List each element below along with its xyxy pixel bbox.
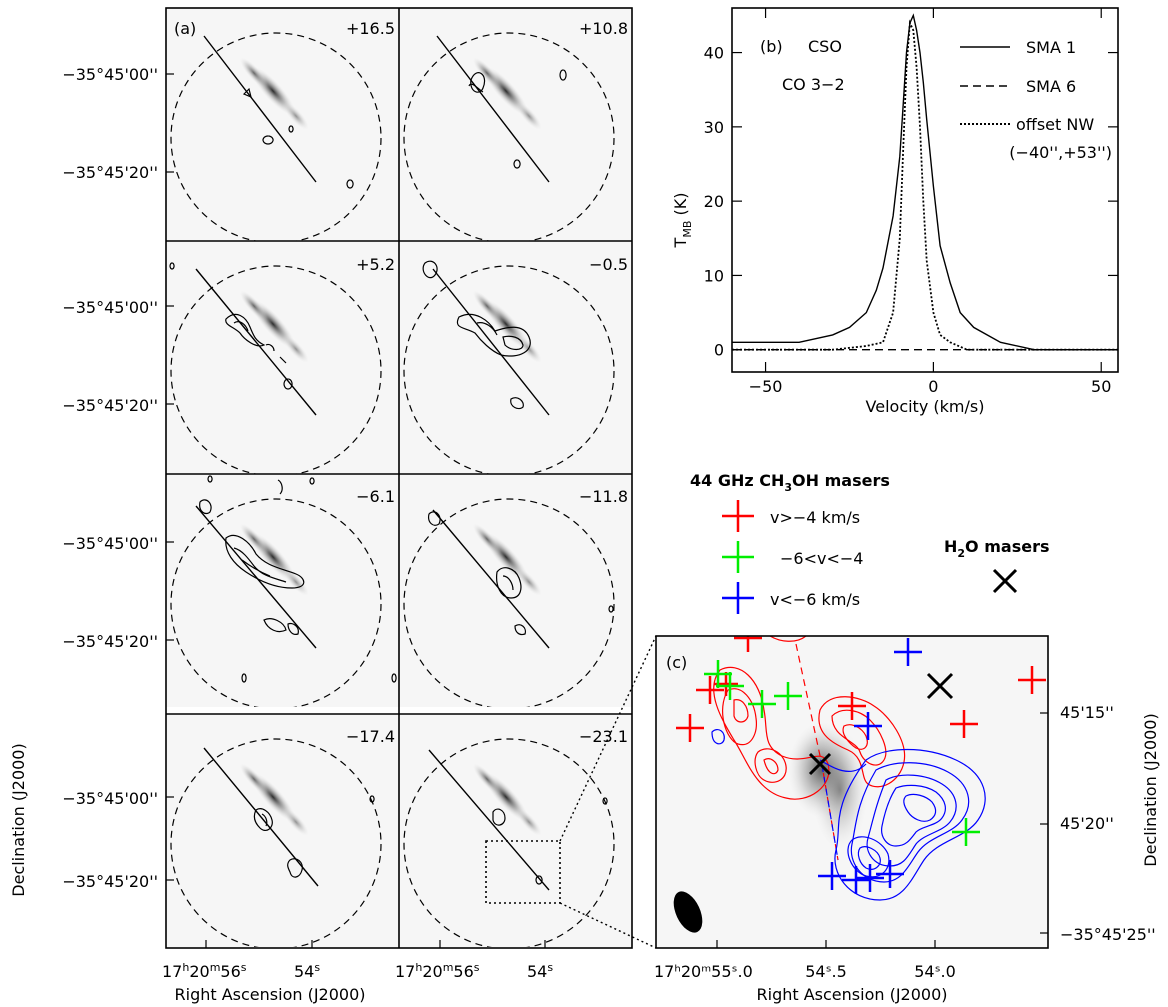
spectrum-series-3 xyxy=(732,19,1118,351)
line-label: CO 3−2 xyxy=(782,75,845,94)
spectrum-y-tick-label: 30 xyxy=(704,118,724,137)
ra-tick: 54s xyxy=(527,961,553,981)
channel-velocity-5: −6.1 xyxy=(356,487,395,506)
panel-a-ylabel: Declination (J2000) xyxy=(9,743,28,896)
telescope-label: CSO xyxy=(808,37,842,56)
spectrum-y-tick-label: 0 xyxy=(714,341,724,360)
red-contours xyxy=(713,636,906,800)
dec-tick: −35°45'20'' xyxy=(62,163,158,182)
spectrum-tick-marks xyxy=(732,8,1118,372)
h2o-x-icon xyxy=(992,568,1018,594)
panel-c-dec-ticks: 45'15'' 45'20'' −35°45'25'' xyxy=(1060,703,1156,944)
spectrum-xlabel: Velocity (km/s) xyxy=(866,397,985,416)
channel-velocity-4: −0.5 xyxy=(589,255,628,274)
spectrum-y-tick-label: 10 xyxy=(704,266,724,285)
channel-velocity-8: −23.1 xyxy=(579,727,628,746)
spectrum-x-tick-label: −50 xyxy=(749,377,783,396)
blue-maser-icons xyxy=(818,638,922,894)
legend-sma1: SMA 1 xyxy=(1026,38,1076,57)
dec-tick: −35°45'20'' xyxy=(62,396,158,415)
channel-velocity-3: +5.2 xyxy=(356,255,395,274)
channel-velocity-2: +10.8 xyxy=(579,19,628,38)
ra-tick: 17h20m56s xyxy=(162,961,247,981)
ra-tick: 17h20m56s xyxy=(395,961,480,981)
maser-legend: 44 GHz CH3OH masers v>−4 km/s −6<v<−4 v<… xyxy=(690,471,1049,614)
h2o-maser-icons xyxy=(808,672,954,776)
dec-tick: −35°45'25'' xyxy=(1060,925,1156,944)
dec-tick: −35°45'00'' xyxy=(62,65,158,84)
maser-legend-title: 44 GHz CH3OH masers xyxy=(690,471,890,494)
panel-c-frame xyxy=(655,635,1049,949)
panel-c-xlabel: Right Ascension (J2000) xyxy=(757,985,948,1004)
legend-offset: offset NW xyxy=(1016,115,1094,134)
green-cross-icon xyxy=(722,541,754,573)
spectrum-y-tick-label: 20 xyxy=(704,192,724,211)
panel-a-ticks xyxy=(166,73,546,948)
panel-b: (b) CSO CO 3−2 SMA 1 SMA 6 offset NW (−4… xyxy=(671,7,1119,416)
panel-c: (c) 45'15'' 45'20'' −35°45'25'' 17ʰ20ᵐ55… xyxy=(559,635,1160,1004)
channel-velocity-7: −17.4 xyxy=(346,727,395,746)
ra-tick: 54ˢ.5 xyxy=(805,962,847,981)
channel-map-3 xyxy=(166,241,399,474)
green-maser-icons xyxy=(704,660,980,846)
channel-map-4 xyxy=(399,241,632,474)
legend-sma6: SMA 6 xyxy=(1026,77,1076,96)
panel-a: (a) +16.5 +10.8 +5.2 −0.5 −6.1 −11.8 −17… xyxy=(9,7,633,1004)
blue-contours xyxy=(711,728,986,901)
channel-map-1 xyxy=(166,8,399,241)
red-maser-icons xyxy=(676,636,1046,742)
panel-c-ylabel: Declination (J2000) xyxy=(1141,713,1160,866)
channel-velocities: +16.5 +10.8 +5.2 −0.5 −6.1 −11.8 −17.4 −… xyxy=(346,19,628,746)
panel-a-xlabel: Right Ascension (J2000) xyxy=(175,985,366,1004)
maser-legend-red: v>−4 km/s xyxy=(770,508,860,527)
dec-tick: −35°45'00'' xyxy=(62,789,158,808)
maser-markers xyxy=(676,636,1046,894)
channel-velocity-1: +16.5 xyxy=(346,19,395,38)
dec-tick: −35°45'00'' xyxy=(62,534,158,553)
dec-tick: −35°45'20'' xyxy=(62,632,158,651)
dec-tick: −35°45'00'' xyxy=(62,298,158,317)
panel-c-ra-ticks: 17ʰ20ᵐ55ˢ.0 54ˢ.5 54ˢ.0 xyxy=(654,962,956,981)
panel-c-ticks xyxy=(716,712,1048,948)
spectrum-y-tick-label: 40 xyxy=(704,44,724,63)
panel-b-letter: (b) xyxy=(760,37,783,56)
dec-tick: −35°45'20'' xyxy=(62,872,158,891)
spectrum-series-1 xyxy=(732,13,1118,351)
channel-map-5 xyxy=(166,474,399,707)
spectrum-y-tick-labels: 0 10 20 30 40 xyxy=(704,44,724,360)
spectrum-series xyxy=(732,13,1118,351)
maser-legend-blue: v<−6 km/s xyxy=(770,590,860,609)
maser-legend-green: −6<v<−4 xyxy=(780,549,863,568)
ra-tick: 54s xyxy=(294,961,320,981)
channel-map-2 xyxy=(399,8,632,241)
panel-a-ra-ticks: 17h20m56s 54s 17h20m56s 54s xyxy=(162,961,553,981)
channel-map-6 xyxy=(399,474,632,707)
channel-map-8 xyxy=(399,714,632,947)
ra-tick: 17ʰ20ᵐ55ˢ.0 xyxy=(654,962,753,981)
beam-ellipse xyxy=(673,891,703,933)
spectrum-x-tick-label: 0 xyxy=(928,377,938,396)
spectrum-x-tick-labels: −50 0 50 xyxy=(749,377,1112,396)
red-cross-icon xyxy=(722,500,754,532)
ra-tick: 54ˢ.0 xyxy=(914,962,956,981)
spectrum-ylabel: TMB (K) xyxy=(671,193,694,249)
blue-cross-icon xyxy=(722,582,754,614)
dec-tick: 45'20'' xyxy=(1060,814,1114,833)
spectrum-x-tick-label: 50 xyxy=(1091,377,1111,396)
dec-tick: 45'15'' xyxy=(1060,703,1114,722)
channel-velocity-6: −11.8 xyxy=(579,487,628,506)
spectrum-frame xyxy=(731,7,1119,373)
legend-offset-coords: (−40'',+53'') xyxy=(1009,143,1112,162)
h2o-legend-title: H2O masers xyxy=(944,537,1049,560)
channel-map-7 xyxy=(166,714,399,947)
panel-c-letter: (c) xyxy=(666,653,687,672)
panel-a-dec-ticks: −35°45'00'' −35°45'20'' −35°45'00'' −35°… xyxy=(62,65,158,891)
maser-legend-symbols xyxy=(722,500,754,614)
spectrum-legend: SMA 1 SMA 6 offset NW (−40'',+53'') xyxy=(960,38,1112,162)
panel-a-letter: (a) xyxy=(174,19,196,38)
